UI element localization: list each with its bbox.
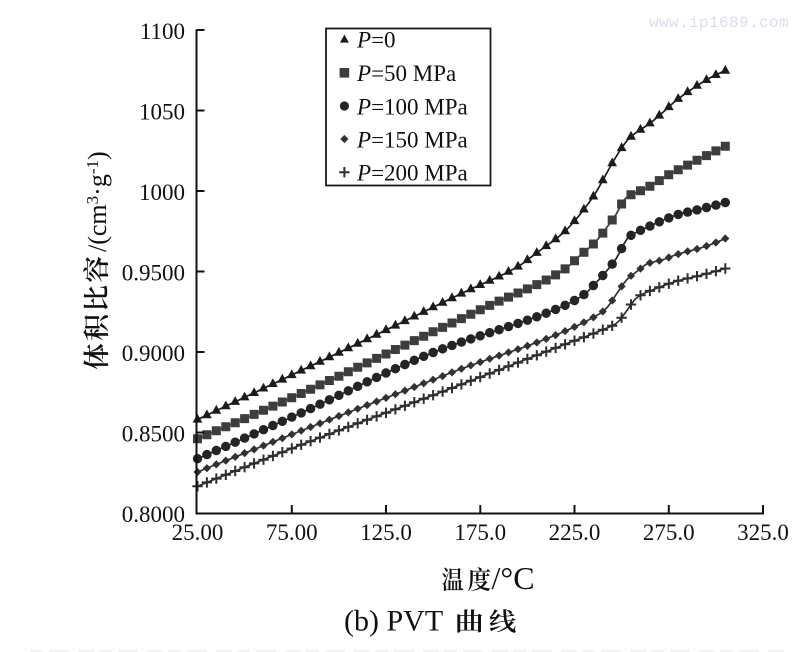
svg-text:1000: 1000: [139, 180, 185, 205]
svg-text:1050: 1050: [139, 100, 185, 125]
svg-text:75.00: 75.00: [266, 520, 318, 545]
svg-text:175.0: 175.0: [454, 520, 506, 545]
svg-text:225.0: 225.0: [549, 520, 601, 545]
svg-text:(b) PVT: (b) PVT: [344, 605, 443, 638]
svg-text:/°C: /°C: [492, 560, 535, 596]
svg-text:www.ip1689.com: www.ip1689.com: [649, 14, 789, 32]
svg-text:275.0: 275.0: [643, 520, 695, 545]
svg-text:0.8500: 0.8500: [122, 422, 185, 447]
svg-text:0.8000: 0.8000: [122, 502, 185, 527]
svg-text:125.0: 125.0: [360, 520, 412, 545]
svg-text:325.0: 325.0: [737, 520, 789, 545]
svg-text:P=100 MPa: P=100 MPa: [356, 95, 468, 120]
svg-text:P=0: P=0: [356, 28, 396, 53]
svg-text:P=200 MPa: P=200 MPa: [356, 161, 468, 186]
svg-text:P=50 MPa: P=50 MPa: [356, 61, 456, 86]
svg-text:1100: 1100: [140, 19, 185, 44]
svg-text:25.00: 25.00: [172, 520, 224, 545]
svg-text:0.9000: 0.9000: [122, 341, 185, 366]
svg-text:0.9500: 0.9500: [122, 261, 185, 286]
svg-text:P=150 MPa: P=150 MPa: [356, 128, 468, 153]
